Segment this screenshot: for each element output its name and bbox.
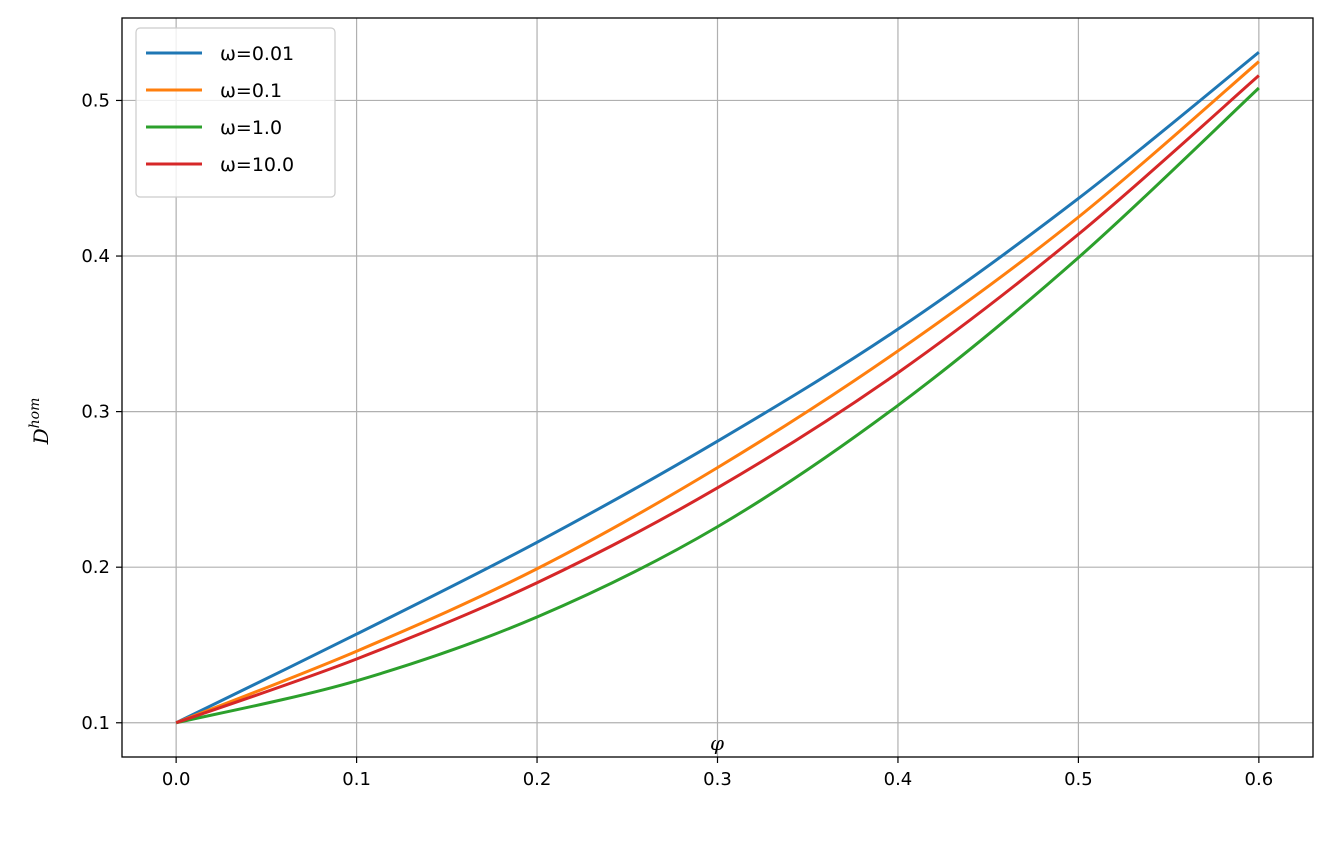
y-axis-label-base: D <box>29 428 53 445</box>
series-layer <box>175 51 1260 725</box>
x-tick-label: 0.4 <box>884 769 913 790</box>
x-tick-label: 0.2 <box>523 769 552 790</box>
y-axis-label-superscript: hom <box>27 398 43 429</box>
legend-entry-label: ω=1.0 <box>220 117 282 139</box>
y-tick-label: 0.3 <box>81 402 110 423</box>
x-axis-label: φ <box>710 731 724 755</box>
x-tick-label: 0.5 <box>1064 769 1093 790</box>
series-line-0 <box>175 51 1260 725</box>
x-axis-ticks: 0.0 0.1 0.2 0.3 0.4 0.5 0.6 <box>162 757 1273 790</box>
y-axis-ticks: 0.1 0.2 0.3 0.4 0.5 <box>81 90 122 734</box>
legend-entry-label: ω=0.01 <box>220 43 294 65</box>
grid <box>122 18 1313 757</box>
legend: ω=0.01 ω=0.1 ω=1.0 ω=10.0 <box>135 27 336 198</box>
legend-entry-label: ω=0.1 <box>220 80 282 102</box>
y-tick-label: 0.5 <box>81 90 110 111</box>
y-tick-label: 0.1 <box>81 713 110 734</box>
y-tick-label: 0.2 <box>81 557 110 578</box>
x-tick-label: 0.6 <box>1245 769 1274 790</box>
y-tick-label: 0.4 <box>81 246 110 267</box>
series-line-1 <box>175 60 1260 725</box>
series-line-3 <box>175 74 1260 725</box>
y-axis-label-group: Dhom <box>27 398 53 446</box>
legend-entry-label: ω=10.0 <box>220 154 294 176</box>
y-axis-label: Dhom <box>27 398 53 446</box>
legend-box <box>135 27 336 198</box>
x-tick-label: 0.0 <box>162 769 191 790</box>
x-tick-label: 0.1 <box>342 769 371 790</box>
x-tick-label: 0.3 <box>703 769 732 790</box>
series-line-2 <box>175 86 1260 725</box>
